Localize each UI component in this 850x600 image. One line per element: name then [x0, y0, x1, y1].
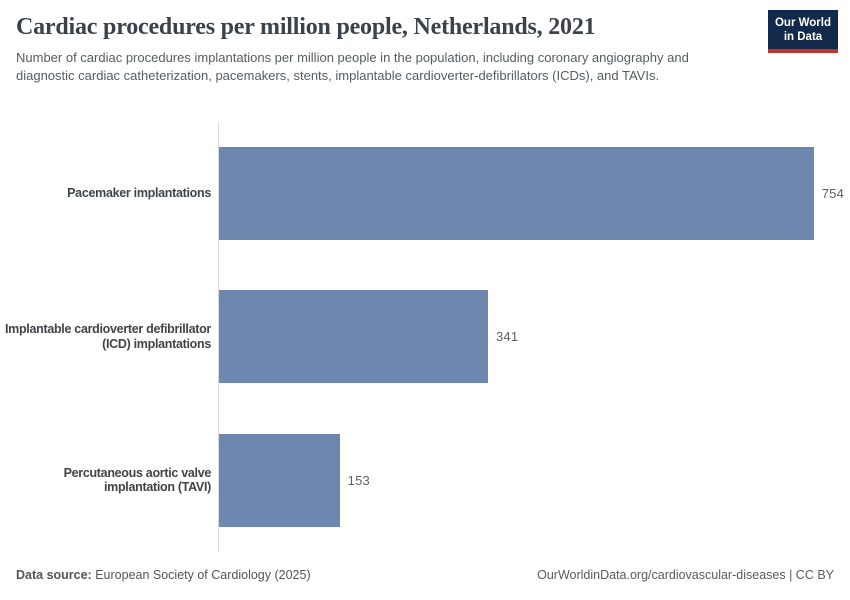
bar-value-label: 341 [495, 329, 519, 345]
category-label: Percutaneous aortic valve implantation (… [63, 465, 212, 495]
owid-logo[interactable]: Our World in Data [768, 10, 838, 53]
bar-rows: Pacemaker implantations 754 Implantable ca… [0, 122, 850, 552]
owid-logo-line2: in Data [783, 31, 823, 43]
data-source: Data source: European Society of Cardiol… [16, 568, 311, 582]
data-source-value: European Society of Cardiology (2025) [91, 568, 311, 582]
bar-track: 341 [218, 265, 850, 408]
chart-subtitle: Number of cardiac procedures implantatio… [16, 50, 689, 83]
bar-chart: Pacemaker implantations 754 Implantable ca… [0, 122, 850, 552]
chart-header: Cardiac procedures per million people, N… [16, 14, 750, 84]
bar[interactable] [219, 147, 814, 241]
chart-title: Cardiac procedures per million people, N… [16, 14, 596, 40]
bar[interactable] [219, 290, 488, 384]
bar-track: 754 [218, 122, 850, 265]
bar-value-label: 153 [347, 472, 370, 488]
data-source-label: Data source: [16, 568, 92, 582]
bar-row: Pacemaker implantations 754 [0, 122, 850, 265]
owid-url-link[interactable]: OurWorldinData.org/cardiovascular-diseas… [537, 568, 834, 582]
y-axis-line [218, 122, 219, 552]
bar[interactable] [219, 433, 340, 527]
category-label: Pacemaker implantations [67, 186, 211, 201]
bar-row: Percutaneous aortic valve implantation (… [0, 409, 850, 552]
bar-value-label: 754 [821, 186, 844, 202]
bar-track: 153 [218, 409, 850, 552]
owid-logo-line1: Our World [774, 17, 831, 29]
category-label: Implantable cardioverter defibrillator (… [4, 322, 211, 351]
chart-footer: Data source: European Society of Cardiol… [16, 568, 834, 582]
bar-row: Implantable cardioverter defibrillator (… [0, 265, 850, 408]
